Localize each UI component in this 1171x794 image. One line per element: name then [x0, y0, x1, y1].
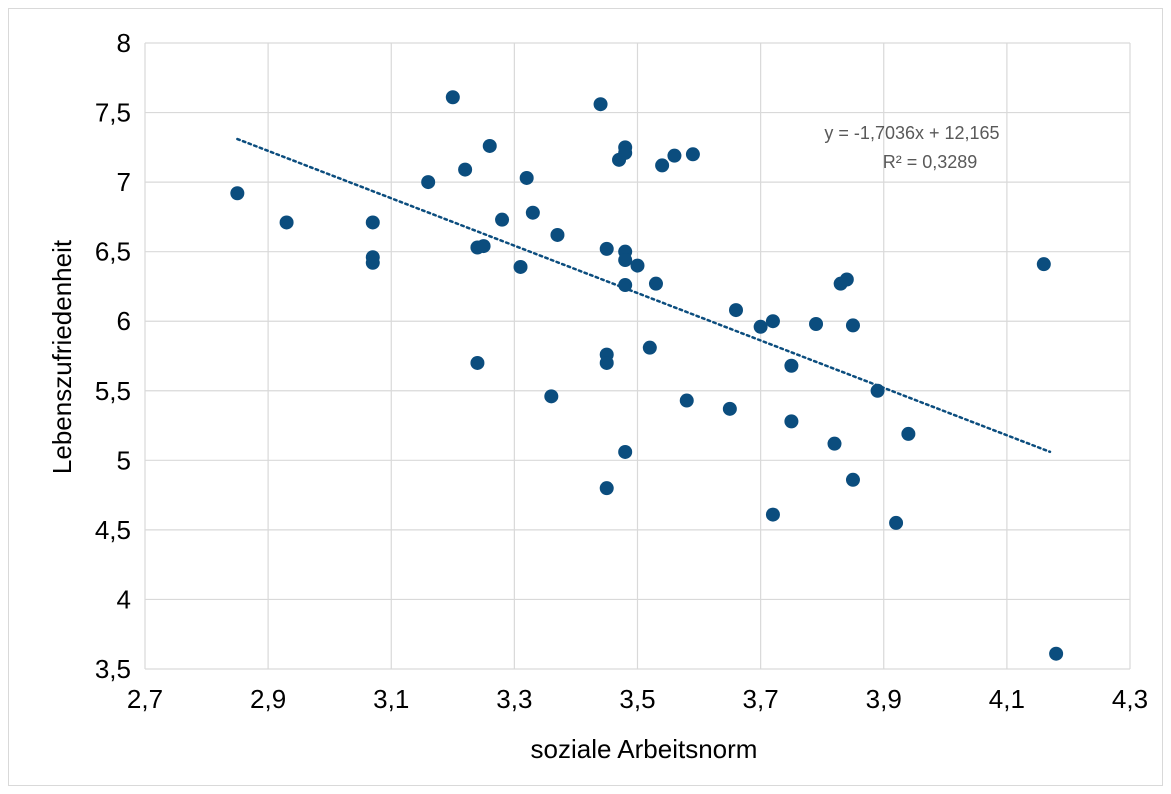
data-point	[618, 145, 633, 160]
data-point	[599, 355, 614, 370]
x-tick-label: 4,1	[989, 684, 1025, 714]
data-point	[685, 147, 700, 162]
data-point	[845, 472, 860, 487]
data-point	[1049, 646, 1064, 661]
data-point	[458, 162, 473, 177]
data-point	[593, 97, 608, 112]
data-point	[765, 314, 780, 329]
data-point	[889, 515, 904, 530]
data-point	[525, 205, 540, 220]
x-tick-label: 4,3	[1112, 684, 1148, 714]
data-point	[655, 158, 670, 173]
data-point	[513, 259, 528, 274]
data-point	[648, 276, 663, 291]
data-point	[599, 481, 614, 496]
gridlines	[144, 42, 1131, 670]
y-tick-label: 7,5	[95, 98, 131, 128]
x-tick-label: 3,3	[496, 684, 532, 714]
data-point	[827, 436, 842, 451]
data-point	[630, 258, 645, 273]
data-point	[230, 186, 245, 201]
data-point	[476, 239, 491, 254]
data-point	[544, 389, 559, 404]
data-point	[809, 317, 824, 332]
data-point	[599, 241, 614, 256]
data-point	[618, 253, 633, 268]
data-point	[901, 426, 916, 441]
trendline-r-squared: R² = 0,3289	[883, 152, 978, 172]
y-tick-label: 6	[117, 306, 131, 336]
y-tick-label: 5	[117, 445, 131, 475]
y-tick-label: 4	[117, 584, 131, 614]
x-tick-labels: 2,7 2,9 3,1 3,3 3,5 3,7 3,9 4,1 4,3	[127, 684, 1148, 714]
data-point	[839, 272, 854, 287]
data-point	[365, 215, 380, 230]
y-tick-label: 5,5	[95, 376, 131, 406]
data-point	[722, 401, 737, 416]
data-point	[470, 355, 485, 370]
x-tick-label: 2,7	[127, 684, 163, 714]
chart-frame	[8, 8, 1163, 786]
data-point	[365, 255, 380, 270]
x-tick-label: 3,9	[866, 684, 902, 714]
y-tick-label: 8	[117, 28, 131, 58]
data-point	[729, 303, 743, 318]
data-point	[550, 227, 565, 242]
x-tick-label: 3,7	[743, 684, 779, 714]
data-point	[421, 175, 436, 190]
y-axis-title: Lebenszufriedenheit	[47, 239, 77, 474]
data-point	[618, 278, 633, 293]
data-point	[870, 383, 885, 398]
data-point	[765, 507, 780, 522]
trendline-equation: y = -1,7036x + 12,165	[824, 123, 999, 143]
trendline	[236, 137, 1052, 454]
data-point	[784, 358, 799, 373]
data-point	[519, 170, 534, 185]
data-point	[753, 319, 768, 334]
data-point	[482, 138, 497, 153]
data-point	[784, 414, 799, 429]
x-tick-label: 2,9	[250, 684, 286, 714]
y-tick-label: 3,5	[95, 654, 131, 684]
data-point	[279, 215, 294, 230]
y-tick-label: 4,5	[95, 515, 131, 545]
trendline-group	[236, 137, 1052, 454]
data-point	[1036, 257, 1051, 272]
data-point	[845, 318, 860, 333]
x-tick-label: 3,1	[373, 684, 409, 714]
data-point	[495, 212, 510, 227]
data-point	[618, 444, 633, 459]
y-tick-label: 7	[117, 167, 131, 197]
data-point	[642, 340, 657, 355]
data-points	[230, 90, 1064, 661]
y-tick-label: 6,5	[95, 237, 131, 267]
x-axis-title: soziale Arbeitsnorm	[531, 734, 758, 764]
data-point	[679, 393, 694, 408]
y-tick-labels: 3,5 4 4,5 5 5,5 6 6,5 7 7,5 8	[95, 28, 131, 684]
x-tick-label: 3,5	[619, 684, 655, 714]
data-point	[445, 90, 460, 105]
data-point	[667, 148, 682, 163]
